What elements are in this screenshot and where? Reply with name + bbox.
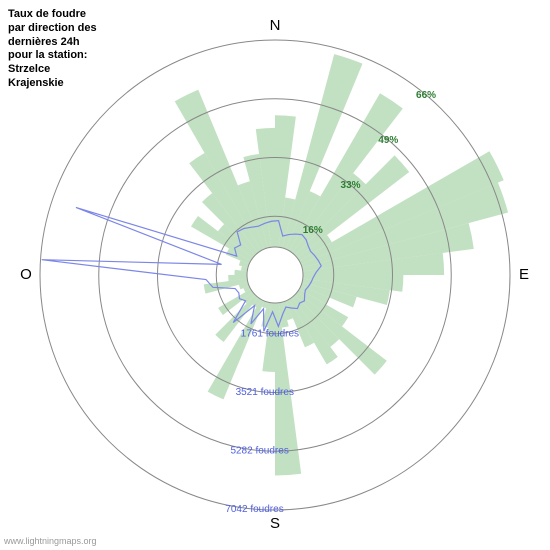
- compass-n: N: [270, 17, 281, 34]
- credit-label: www.lightningmaps.org: [4, 536, 97, 546]
- compass-s: S: [270, 515, 280, 532]
- ring-green-label-3: 66%: [416, 90, 436, 101]
- ring-blue-label-3: 7042 foudres: [225, 504, 283, 515]
- compass-w: O: [20, 266, 32, 283]
- chart-title: Taux de foudre par direction des dernièr…: [8, 8, 98, 91]
- ring-green-label-1: 33%: [341, 180, 361, 191]
- compass-e: E: [519, 266, 529, 283]
- ring-green-label-0: 16%: [303, 225, 323, 236]
- ring-blue-label-2: 5282 foudres: [230, 446, 288, 457]
- ring-blue-label-0: 1761 foudres: [241, 329, 299, 340]
- ring-green-label-2: 49%: [378, 135, 398, 146]
- ring-blue-label-1: 3521 foudres: [236, 387, 294, 398]
